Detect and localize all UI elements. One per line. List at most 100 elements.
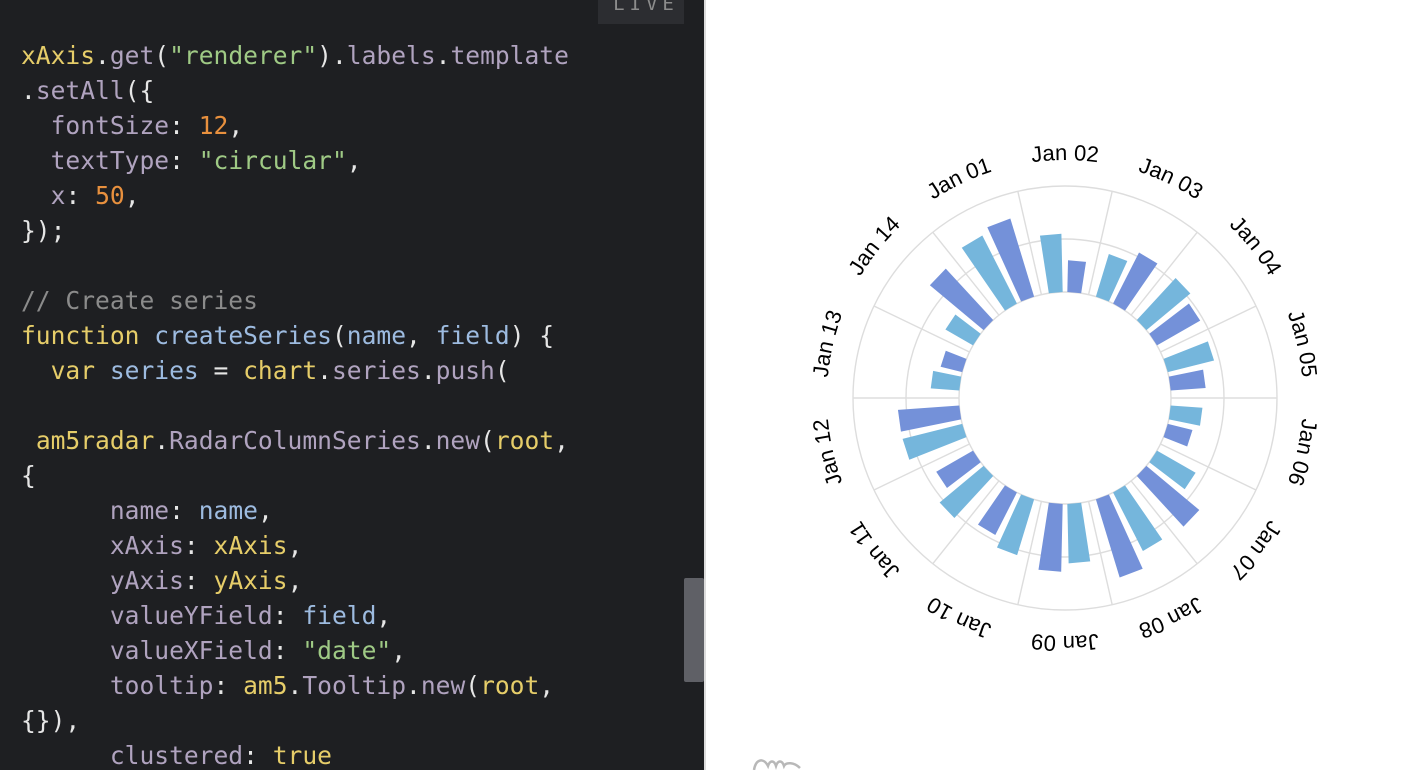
code-token: . bbox=[420, 426, 436, 455]
code-token: // Create series bbox=[21, 286, 258, 315]
code-token: "circular" bbox=[198, 146, 347, 175]
code-token: setAll bbox=[35, 76, 125, 105]
category-label: Jan 03 bbox=[1136, 152, 1208, 204]
code-token: . bbox=[21, 76, 36, 105]
code-token: . bbox=[420, 356, 436, 385]
code-line: // Create series bbox=[21, 283, 569, 318]
code-token bbox=[21, 111, 51, 140]
code-line: xAxis: xAxis, bbox=[21, 528, 569, 563]
live-badge: LIVE bbox=[598, 0, 694, 24]
code-token bbox=[21, 181, 51, 210]
code-token: root bbox=[480, 671, 540, 700]
category-label: Jan 11 bbox=[844, 517, 905, 584]
code-token: "date" bbox=[302, 636, 392, 665]
radar-column bbox=[945, 314, 981, 346]
category-label-text: Jan 08 bbox=[1136, 592, 1208, 644]
category-label-text: Jan 05 bbox=[1283, 307, 1322, 379]
radar-column bbox=[1095, 254, 1128, 302]
category-label: Jan 09 bbox=[1030, 629, 1101, 656]
amcharts-logo-icon bbox=[752, 759, 801, 770]
code-token: : bbox=[169, 111, 199, 140]
code-token: name bbox=[198, 496, 258, 525]
code-token: Tooltip bbox=[302, 671, 407, 700]
code-token: : bbox=[183, 566, 214, 595]
code-token: : bbox=[272, 636, 303, 665]
code-token: template bbox=[450, 41, 569, 70]
code-token: : bbox=[169, 496, 199, 525]
code-line: x: 50, bbox=[21, 178, 569, 213]
editor-scrollbar-track[interactable] bbox=[684, 0, 704, 770]
code-line: var series = chart.series.push( bbox=[21, 353, 569, 388]
code-token: , bbox=[228, 111, 244, 140]
code-token bbox=[21, 426, 36, 455]
code-token: xAxis bbox=[109, 531, 184, 560]
code-line: valueXField: "date", bbox=[21, 633, 569, 668]
code-token bbox=[21, 356, 51, 385]
code-token: labels bbox=[346, 41, 436, 70]
code-token: yAxis bbox=[109, 566, 184, 595]
grid-spoke bbox=[932, 480, 1000, 565]
code-token: xAxis bbox=[213, 531, 288, 560]
radar-column bbox=[1113, 252, 1158, 311]
code-token bbox=[21, 146, 51, 175]
code-line: textType: "circular", bbox=[21, 143, 569, 178]
radar-column bbox=[1113, 485, 1163, 552]
radar-column bbox=[1149, 450, 1196, 490]
radar-column bbox=[1168, 369, 1206, 391]
grid-spoke bbox=[873, 443, 970, 491]
code-token: ( bbox=[494, 356, 510, 385]
code-token: ( bbox=[154, 41, 170, 70]
code-token: ). bbox=[317, 41, 347, 70]
code-token: , bbox=[391, 636, 406, 665]
editor-scrollbar-thumb[interactable] bbox=[684, 578, 704, 682]
grid-spoke bbox=[1087, 191, 1113, 295]
radar-column bbox=[897, 405, 962, 432]
radar-column bbox=[1168, 405, 1203, 426]
code-token: , bbox=[287, 531, 303, 560]
code-token: . bbox=[95, 41, 110, 70]
category-label: Jan 02 bbox=[1030, 140, 1101, 167]
code-line: {}), bbox=[21, 703, 569, 738]
code-editor[interactable]: LIVE xAxis.get("renderer").labels.templa… bbox=[0, 0, 704, 770]
grid-spoke bbox=[1160, 305, 1257, 353]
code-token: true bbox=[272, 741, 332, 770]
code-token: . bbox=[317, 356, 332, 385]
category-label-text: Jan 10 bbox=[922, 592, 994, 644]
code-line: fontSize: 12, bbox=[21, 108, 569, 143]
code-token: . bbox=[406, 671, 421, 700]
code-token bbox=[21, 531, 110, 560]
code-token: var bbox=[50, 356, 96, 385]
radar-column bbox=[902, 423, 967, 460]
code-token: push bbox=[435, 356, 495, 385]
category-label: Jan 07 bbox=[1225, 517, 1287, 585]
grid-ring bbox=[958, 291, 1172, 505]
code-token: xAxis bbox=[21, 41, 96, 70]
code-line: yAxis: yAxis, bbox=[21, 563, 569, 598]
code-token: : bbox=[169, 146, 199, 175]
radar-column bbox=[977, 485, 1017, 535]
code-token: x bbox=[50, 181, 66, 210]
code-token: , bbox=[554, 426, 569, 455]
radar-column bbox=[1039, 233, 1063, 294]
code-token: am5 bbox=[243, 671, 288, 700]
code-token bbox=[21, 601, 110, 630]
code-token: series bbox=[331, 356, 421, 385]
code-token: , bbox=[376, 601, 392, 630]
category-label: Jan 06 bbox=[1283, 418, 1322, 489]
radar-column bbox=[939, 465, 994, 519]
radar-column bbox=[987, 218, 1035, 302]
radar-column bbox=[1163, 423, 1193, 447]
code-content[interactable]: xAxis.get("renderer").labels.template .se… bbox=[21, 38, 569, 770]
code-token: function bbox=[21, 321, 140, 350]
grid-spoke bbox=[1017, 501, 1043, 605]
pane-divider[interactable] bbox=[704, 0, 706, 770]
code-line: tooltip: am5.Tooltip.new(root, bbox=[21, 668, 569, 703]
code-token: new bbox=[420, 671, 466, 700]
code-token: { bbox=[21, 461, 36, 490]
category-label: Jan 14 bbox=[843, 211, 905, 279]
code-token: field bbox=[302, 601, 377, 630]
code-token: fontSize bbox=[50, 111, 170, 140]
code-token: : bbox=[272, 601, 303, 630]
category-label-text: Jan 12 bbox=[808, 418, 847, 490]
radar-column bbox=[1149, 303, 1201, 346]
